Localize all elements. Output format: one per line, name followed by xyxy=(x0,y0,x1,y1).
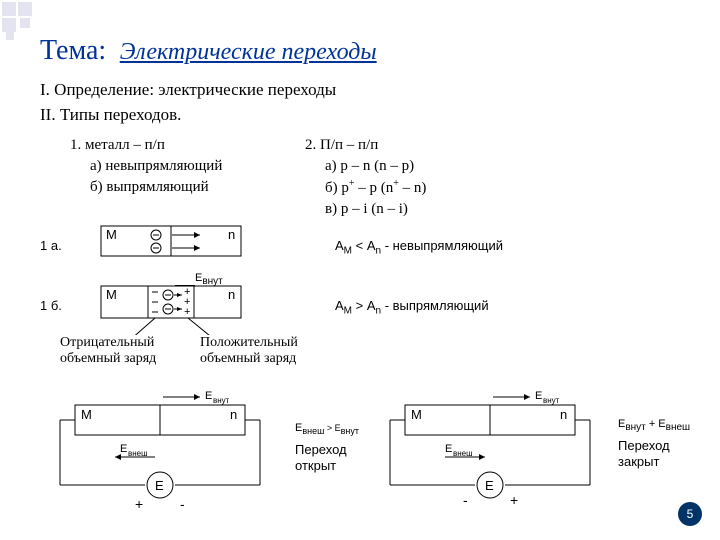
list-right-1a: а) p – n (n – p) xyxy=(305,156,426,177)
title-prefix: Тема: xyxy=(40,35,106,66)
diagram-1b-explain: АМ > An - выпрямляющий xyxy=(335,298,489,317)
list-right-1b: б) p+ – p (n+ – n) xyxy=(305,177,426,199)
diagram-closed-minus: - xyxy=(463,492,468,508)
diagram-1a-M: М xyxy=(106,227,117,242)
diagram-closed-M: М xyxy=(411,407,422,422)
diagram-1b: М n + + + xyxy=(100,285,280,335)
diagram-1b-M: М xyxy=(106,287,117,302)
diagram-closed-Evnesh: Е xyxy=(445,443,452,455)
diagram-closed-Evnut: Е xyxy=(535,390,542,402)
diagram-closed-n: n xyxy=(560,407,567,422)
diagram-closed-state: Переходзакрыт xyxy=(618,438,670,469)
svg-text:внеш: внеш xyxy=(453,449,473,458)
neg-charge-label: Отрицательныйобъемный заряд xyxy=(60,335,156,367)
diagram-1a-explain: АМ < An - невыпрямляющий xyxy=(335,238,503,257)
list-left-1b: б) выпрямляющий xyxy=(70,177,222,198)
diagram-open-relation: Евнеш > Евнут xyxy=(295,422,359,436)
diagram-open-n: n xyxy=(230,407,237,422)
diagram-open-Evnesh: Е xyxy=(120,443,127,455)
svg-text:+: + xyxy=(184,306,190,318)
list-left-1a: а) невыпрямляющий xyxy=(70,156,222,177)
svg-text:внут: внут xyxy=(543,396,560,405)
title-main: Электрические переходы xyxy=(110,39,377,65)
diagram-open-E: Е xyxy=(155,478,164,493)
diagram-closed: М n Е внут Е - + Е внеш xyxy=(385,385,615,520)
row-1a-label: 1 а. xyxy=(40,238,62,253)
pos-charge-label: Положительныйобъемный заряд xyxy=(200,335,298,367)
diagram-open-Evnut: Е xyxy=(205,390,212,402)
diagram-open-minus: - xyxy=(180,496,185,512)
diagram-open-plus: + xyxy=(135,496,143,512)
list-left-1: 1. металл – п/п xyxy=(70,135,222,156)
diagram-1b-n: n xyxy=(228,287,235,302)
section-1: I. Определение: электрические переходы xyxy=(40,80,336,100)
list-left: 1. металл – п/п а) невыпрямляющий б) вып… xyxy=(70,135,222,198)
diagram-closed-plus: + xyxy=(510,492,518,508)
diagram-open: М n Е внут Е + - Е внеш xyxy=(55,385,285,520)
page-number: 5 xyxy=(678,502,702,526)
diagram-open-M: М xyxy=(81,407,92,422)
diagram-open-state: Переходоткрыт xyxy=(295,442,347,473)
list-right-1: 2. П/п – п/п xyxy=(305,135,426,156)
section-2: II. Типы переходов. xyxy=(40,105,181,125)
row-1b-label: 1 б. xyxy=(40,298,62,313)
diagram-1a: М n xyxy=(100,225,260,265)
diagram-1a-n: n xyxy=(228,227,235,242)
list-right-1c: в) p – i (n – i) xyxy=(305,199,426,220)
svg-text:внеш: внеш xyxy=(128,449,148,458)
slide-title: Тема: Электрические переходы xyxy=(40,35,377,67)
svg-text:внут: внут xyxy=(213,396,230,405)
list-right: 2. П/п – п/п а) p – n (n – p) б) p+ – p … xyxy=(305,135,426,220)
diagram-closed-relation: Евнут + Евнеш xyxy=(618,418,690,433)
diagram-closed-E: Е xyxy=(485,478,494,493)
